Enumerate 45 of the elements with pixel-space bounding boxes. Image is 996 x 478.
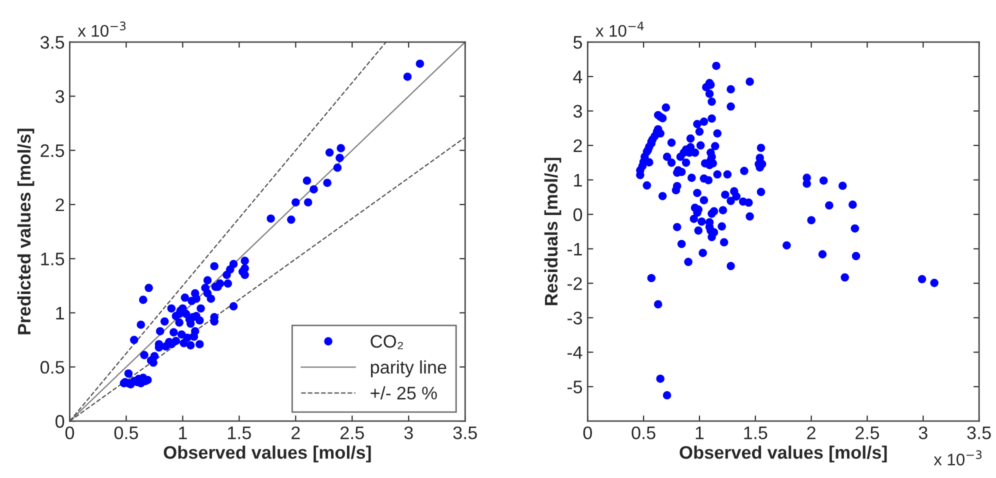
x-tick-label: 2 bbox=[807, 426, 816, 440]
x-tick-label: 1 bbox=[696, 426, 704, 440]
x-tick-label: 1 bbox=[179, 426, 187, 440]
legend-label: CO₂ bbox=[370, 334, 403, 350]
y-tick-label: 3.5 bbox=[40, 36, 64, 49]
y-tick-label: 1 bbox=[56, 306, 64, 320]
x-tick-label: 1.5 bbox=[228, 426, 251, 440]
x-tick-label: 2.5 bbox=[856, 426, 880, 440]
x-tick-label: 3.5 bbox=[453, 426, 477, 440]
x-tick-label: 2 bbox=[292, 426, 300, 440]
x-tick-label: 3 bbox=[918, 426, 928, 440]
y-tick-label: 0 bbox=[56, 415, 64, 428]
y-axis-title: Residuals [mol/s] bbox=[544, 158, 562, 306]
y-axis-title: Predicted values [mol/s] bbox=[17, 128, 34, 334]
y-tick-label: 0 bbox=[573, 208, 582, 222]
y-tick-label: -5 bbox=[568, 380, 582, 394]
text: x 10$^{−4}$ bbox=[596, 22, 644, 37]
y-tick-label: 0.5 bbox=[40, 360, 64, 374]
y-tick-label: 2.5 bbox=[40, 144, 64, 158]
x-axis-title: Observed values [mol/s] bbox=[164, 446, 371, 462]
y-tick-label: 3 bbox=[56, 90, 64, 103]
y-tick-label: 2 bbox=[56, 198, 64, 212]
x-axis-title: Observed values [mol/s] bbox=[680, 446, 887, 462]
x-tick-label: 2.5 bbox=[340, 426, 364, 440]
y-tick-label: 1.5 bbox=[41, 252, 64, 266]
x-tick-label: 0 bbox=[65, 426, 74, 440]
legend-label: +/- 25 % bbox=[370, 386, 437, 400]
y-tick-label: 1 bbox=[574, 174, 582, 186]
y-tick-label: 3 bbox=[573, 104, 582, 118]
x-tick-label: 3 bbox=[404, 426, 413, 440]
legend-label: parity line bbox=[370, 360, 446, 378]
x-tick-label: 1.5 bbox=[744, 426, 768, 440]
y-tick-label: 5 bbox=[573, 36, 582, 49]
y-tick-label: -2 bbox=[568, 277, 582, 290]
y-tick-label: 2 bbox=[574, 139, 582, 152]
y-tick-label: -1 bbox=[568, 242, 582, 256]
x-tick-label: 0 bbox=[583, 426, 592, 440]
y-tick-label: 4 bbox=[573, 70, 582, 84]
text: x 10$^{−3}$ bbox=[934, 450, 982, 466]
x-tick-label: 0.5 bbox=[114, 426, 138, 440]
x-tick-label: 0.5 bbox=[632, 426, 656, 440]
x-tick-label: 3.5 bbox=[967, 426, 991, 440]
text: x 10$^{−3}$ bbox=[78, 22, 126, 37]
y-tick-label: -4 bbox=[568, 346, 582, 359]
y-tick-label: -3 bbox=[568, 312, 582, 324]
